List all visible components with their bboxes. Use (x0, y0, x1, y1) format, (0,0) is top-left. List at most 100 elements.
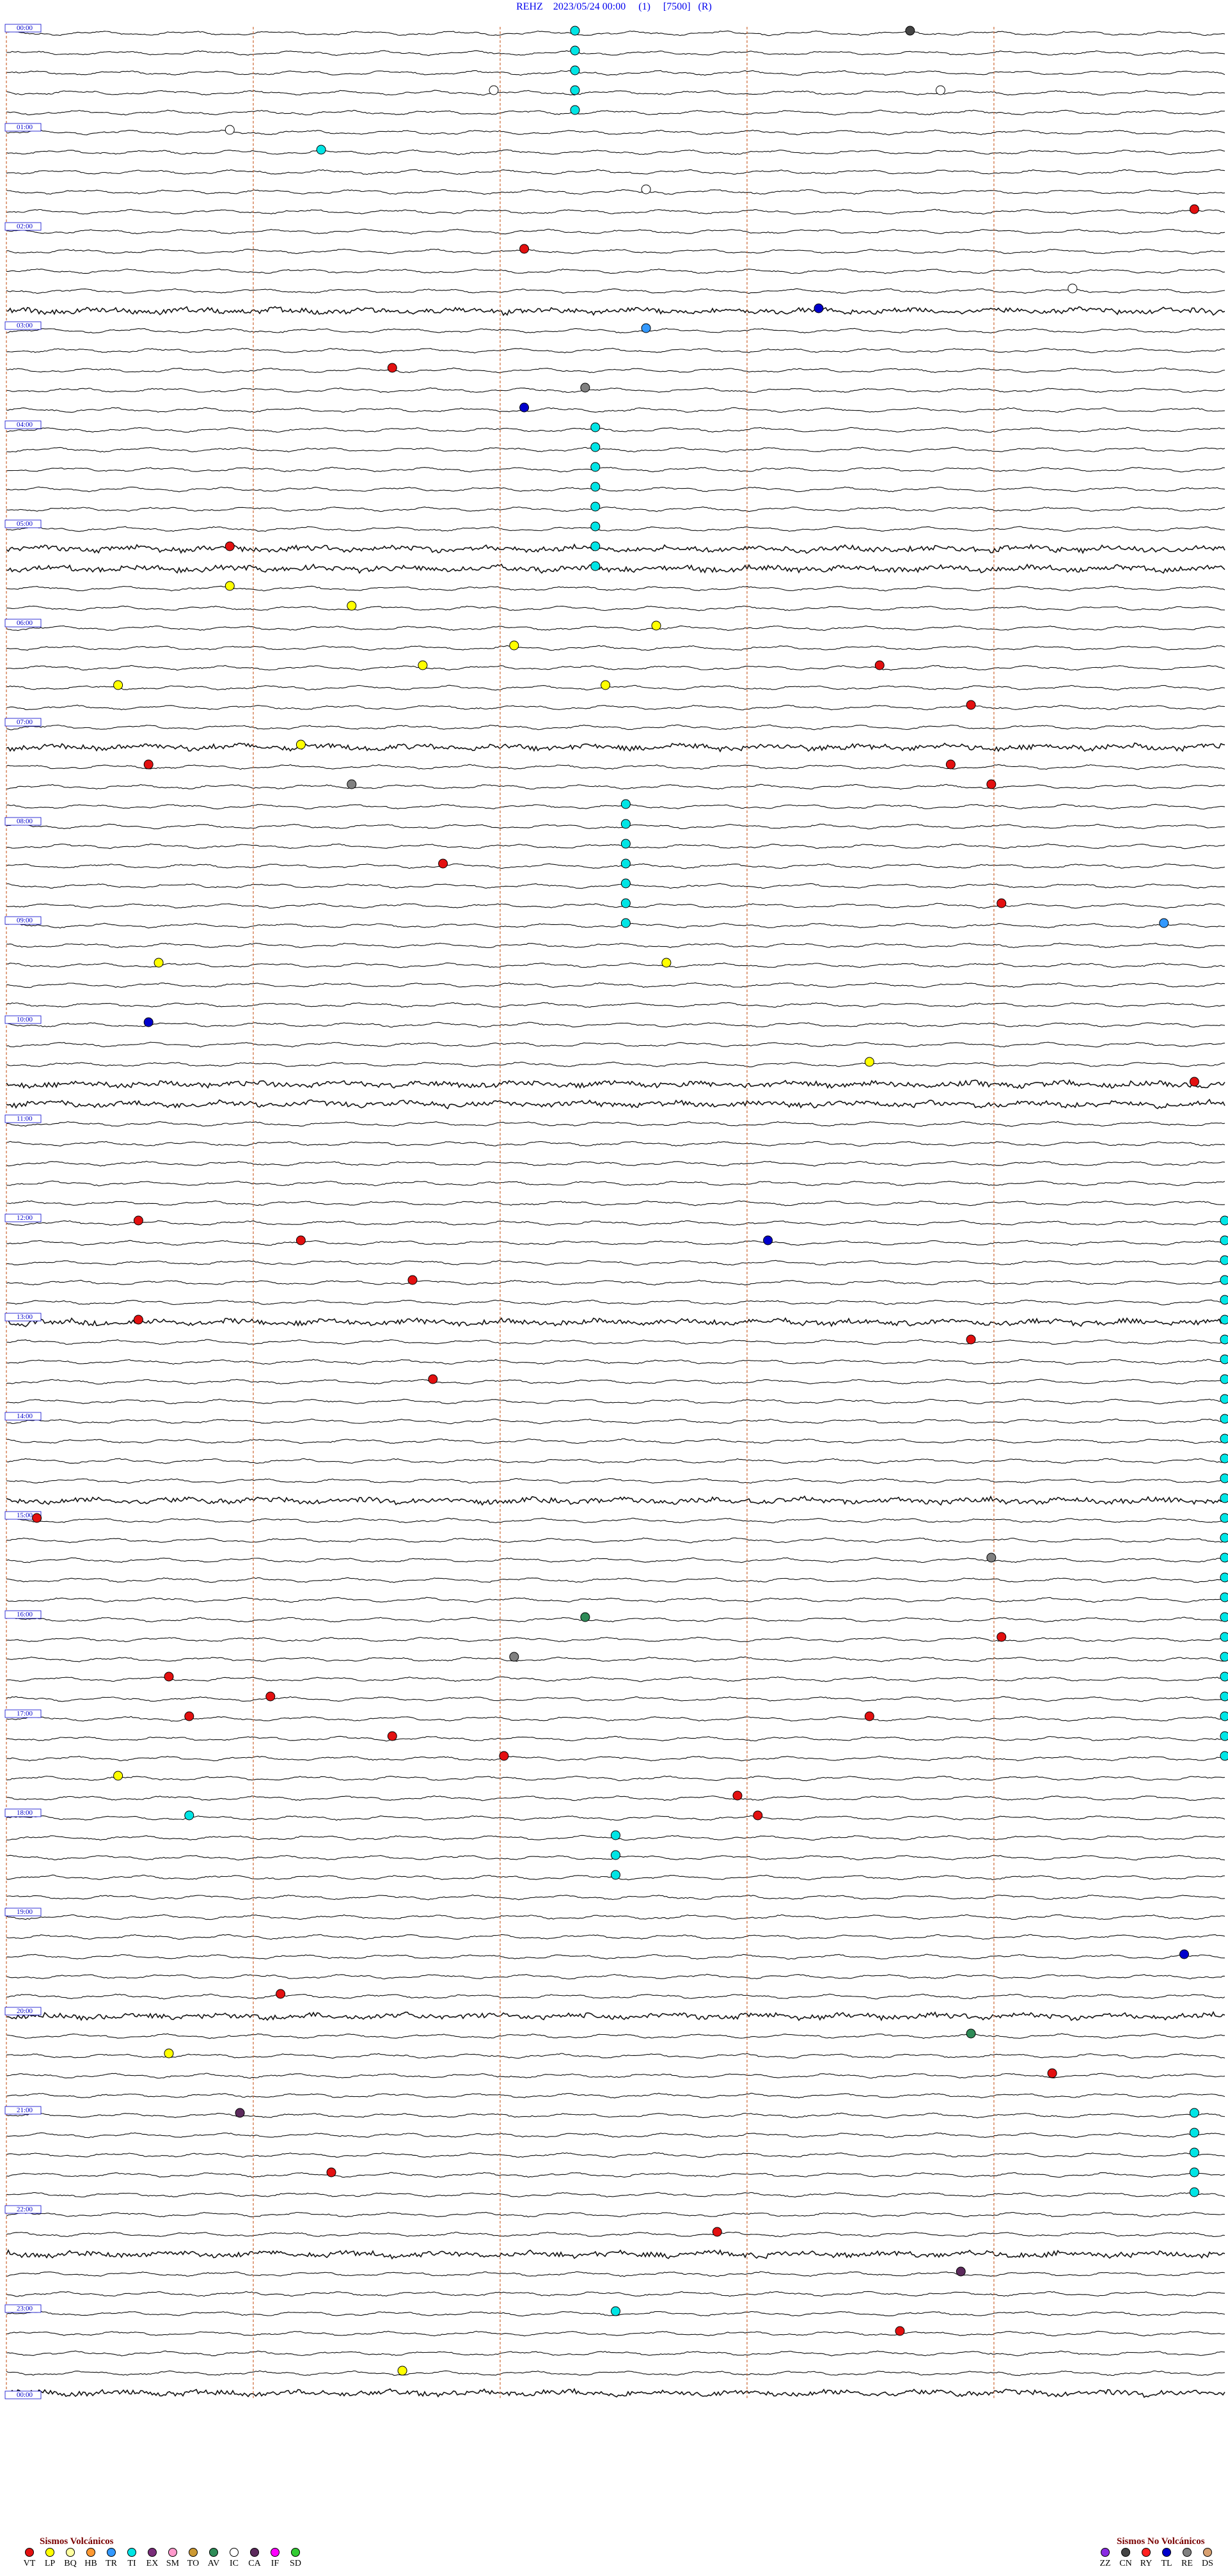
legend-volcanic-title: Sismos Volcánicos (40, 2536, 114, 2547)
time-label: 05:00 (17, 520, 33, 528)
trace-row-16 (6, 347, 1225, 354)
record-datetime: 2023/05/24 00:00 (553, 1, 626, 12)
trace-row-118 (6, 2370, 1225, 2376)
legend-label: ZZ (1099, 2559, 1111, 2568)
event-marker-ti (1189, 2167, 1199, 2177)
trace-row-3 (6, 90, 1225, 96)
event-marker-vt (874, 660, 885, 670)
trace-row-62 (6, 1260, 1225, 1266)
trace-row-104 (6, 2092, 1225, 2099)
seismogram-drum: 00:00 01:00 02:00 03:00 04:00 05:00 06:00 07:00… (4, 24, 1228, 2399)
time-label: 11:00 (17, 1115, 33, 1123)
time-label: 04:00 (17, 421, 33, 429)
time-label-box (4, 1908, 42, 1916)
trace-row-113 (6, 2271, 1225, 2277)
time-label-box (4, 222, 42, 231)
event-marker-cn (905, 26, 915, 36)
event-marker-ti (1220, 1572, 1228, 1583)
trace-row-119 (6, 2387, 1225, 2398)
title-line: REHZ 2023/05/24 00:00 (1) [7500] (R) (0, 1, 1228, 13)
event-marker-vt (407, 1275, 418, 1285)
event-marker-vt (428, 1374, 438, 1384)
time-label: 09:00 (17, 917, 33, 924)
time-label: 23:00 (17, 2305, 33, 2312)
trace-row-103 (6, 2073, 1225, 2079)
trace-row-37 (6, 764, 1225, 770)
event-marker-tr (1159, 918, 1169, 928)
time-label: 21:00 (17, 2106, 33, 2114)
time-label-box (4, 1610, 42, 1619)
event-marker-vt (895, 2326, 905, 2336)
trace-row-29 (6, 605, 1225, 612)
event-marker-lp (113, 680, 123, 690)
event-marker-lp (224, 581, 235, 591)
event-marker-tr (641, 323, 651, 333)
trace-row-42 (6, 863, 1225, 869)
time-label: 02:00 (17, 223, 33, 230)
trace-row-117 (6, 2350, 1225, 2357)
event-marker-ti (1220, 1215, 1228, 1226)
event-marker-ic (224, 125, 235, 135)
trace-row-5 (6, 129, 1225, 136)
event-marker-ti (1220, 1354, 1228, 1364)
event-marker-ti (1220, 1513, 1228, 1523)
legend-label: CA (248, 2559, 261, 2568)
legend-label: BQ (64, 2559, 77, 2568)
event-marker-ti (570, 65, 580, 75)
time-label: 14:00 (17, 1412, 33, 1420)
legend-nonvolcanic-ry: RY (1136, 2548, 1156, 2569)
trace-row-27 (6, 563, 1225, 574)
legend-swatch (1121, 2548, 1130, 2557)
trace-row-107 (6, 2152, 1225, 2158)
legend-label: DS (1202, 2559, 1213, 2568)
time-label: 15:00 (17, 1512, 33, 1519)
event-marker-ti (590, 482, 601, 492)
event-marker-ti (590, 561, 601, 571)
trace-row-65 (6, 1317, 1225, 1327)
trace-row-28 (6, 585, 1225, 592)
event-marker-vt (732, 1790, 743, 1801)
legend-label: TL (1161, 2559, 1172, 2568)
legend-swatch (1101, 2548, 1110, 2557)
time-label-box (4, 1213, 42, 1222)
trace-row-66 (6, 1339, 1225, 1345)
legend-swatch (1183, 2548, 1192, 2557)
trace-row-0 (6, 30, 1225, 36)
event-marker-re (986, 1553, 996, 1563)
event-marker-ti (590, 462, 601, 472)
trace-row-11 (6, 248, 1225, 255)
trace-row-57 (6, 1160, 1225, 1167)
trace-row-116 (6, 2330, 1225, 2337)
event-marker-ti (570, 105, 580, 115)
time-label: 08:00 (17, 818, 33, 825)
trace-row-48 (6, 982, 1225, 988)
event-marker-ti (570, 26, 580, 36)
legend-swatch (45, 2548, 54, 2557)
event-marker-lp (397, 2366, 407, 2376)
event-marker-ti (184, 1810, 194, 1821)
legend-nonvolcanic: Sismos No Volcánicos ZZ CN RY TL RE DS (1095, 2536, 1223, 2575)
event-marker-ti (1189, 2187, 1199, 2197)
legend-volcanic-if: IF (265, 2548, 285, 2569)
trace-row-49 (6, 1002, 1225, 1008)
header: REHZ 2023/05/24 00:00 (1) [7500] (R) (0, 0, 1228, 22)
trace-row-64 (6, 1299, 1225, 1306)
legend-volcanic-ti: TI (122, 2548, 142, 2569)
trace-row-30 (6, 625, 1225, 631)
legend-label: SD (290, 2559, 301, 2568)
trace-row-83 (6, 1676, 1225, 1682)
trace-row-26 (6, 543, 1225, 555)
time-label: 20:00 (17, 2007, 33, 2015)
time-label-box (4, 1709, 42, 1718)
trace-row-46 (6, 942, 1225, 949)
event-marker-ti (611, 1870, 620, 1880)
trace-row-32 (6, 665, 1225, 671)
time-label-box (4, 2390, 42, 2399)
trace-row-95 (6, 1914, 1225, 1920)
trace-row-78 (6, 1577, 1225, 1583)
event-marker-lp (601, 680, 611, 690)
event-marker-vt (499, 1751, 509, 1761)
trace-row-44 (6, 903, 1225, 909)
trace-row-59 (6, 1200, 1225, 1206)
